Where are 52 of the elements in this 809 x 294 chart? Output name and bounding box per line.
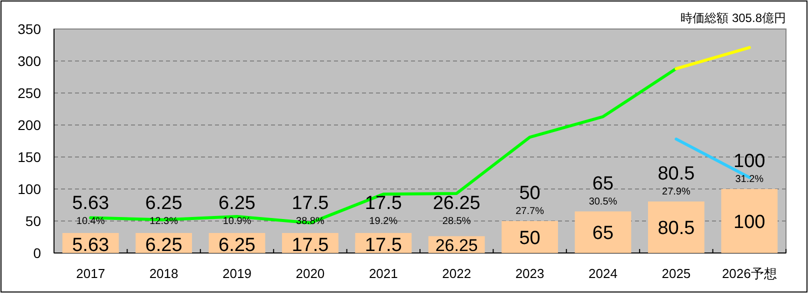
y-tick-label: 150 (18, 149, 42, 165)
annotation: 27.7% (516, 206, 544, 217)
annotation: 10.9% (222, 216, 252, 227)
annotation: 10.4% (76, 216, 105, 227)
data-label: 65 (592, 223, 614, 244)
annotation: 27.9% (662, 186, 690, 198)
annotation: 19.2% (369, 216, 398, 227)
y-tick-label: 50 (25, 213, 42, 229)
bar (648, 201, 704, 253)
x-tick-label: 2022 (442, 266, 472, 281)
bar (502, 221, 558, 253)
y-tick-label: 200 (18, 117, 42, 133)
annotation: 6.25 (145, 193, 182, 214)
x-tick-label: 2017 (76, 266, 106, 281)
annotation: 31.2% (735, 174, 764, 185)
y-tick-label: 100 (18, 181, 42, 197)
annotation: 17.5 (364, 193, 402, 214)
data-label: 6.25 (218, 235, 256, 256)
annotation: 50 (519, 183, 540, 204)
y-tick-label: 250 (18, 85, 42, 101)
annotation: 100 (734, 151, 766, 172)
data-label: 80.5 (658, 218, 695, 240)
x-tick-label: 2026予想 (722, 266, 777, 281)
annotation: 26.25 (432, 193, 480, 214)
annotation: 38.8% (296, 216, 324, 227)
x-tick-label: 2020 (296, 266, 325, 281)
data-label: 17.5 (364, 235, 402, 256)
x-tick-label: 2024 (588, 266, 618, 281)
data-label: 50 (519, 228, 540, 249)
annotation: 28.5% (442, 216, 471, 227)
y-tick-label: 300 (18, 53, 42, 69)
x-tick-label: 2025 (662, 266, 691, 281)
annotation: 6.25 (218, 193, 256, 214)
bar (721, 189, 778, 253)
x-tick-label: 2018 (149, 266, 178, 281)
data-label: 17.5 (292, 235, 329, 256)
x-tick-label: 2021 (368, 266, 398, 281)
chart-title: 時価総額 305.8億円 (680, 11, 786, 25)
data-label: 26.25 (435, 236, 478, 255)
data-label: 5.63 (72, 235, 110, 256)
data-label: 6.25 (145, 235, 182, 256)
annotation: 30.5% (588, 196, 618, 208)
x-tick-label: 2023 (515, 266, 544, 281)
annotation: 80.5 (658, 163, 695, 184)
bar (574, 211, 632, 253)
annotation: 5.63 (72, 193, 110, 214)
annotation: 17.5 (292, 193, 329, 214)
y-tick-label: 350 (18, 21, 42, 37)
data-label: 100 (734, 212, 766, 233)
y-tick-label: 0 (33, 245, 42, 261)
x-tick-label: 2019 (222, 266, 252, 281)
annotation: 65 (592, 173, 614, 194)
